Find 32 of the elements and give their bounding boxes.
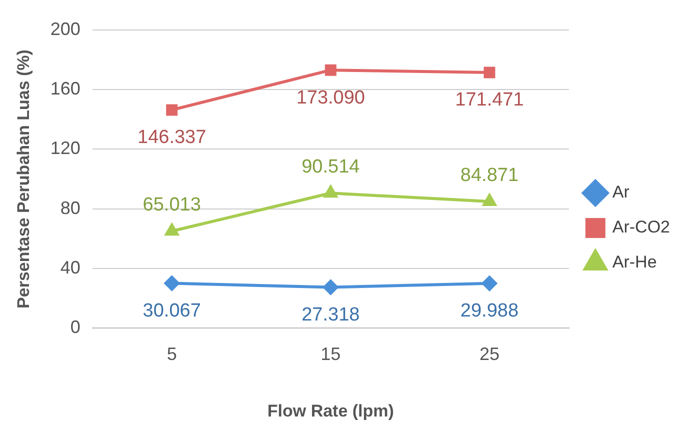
- data-label: 146.337: [137, 127, 206, 148]
- y-axis-title: Persentase Perubahan Luas (%): [14, 50, 33, 308]
- point: [324, 64, 336, 76]
- point: [165, 224, 179, 236]
- y-tick-label: 80: [60, 198, 80, 218]
- point: [482, 276, 497, 291]
- x-tick-label: 15: [320, 344, 341, 364]
- data-label: 30.067: [142, 300, 201, 322]
- legend-label: Ar-He: [612, 252, 657, 272]
- point: [482, 194, 496, 206]
- point: [484, 66, 496, 78]
- y-tick-label: 160: [50, 78, 80, 99]
- data-label: 27.318: [302, 304, 360, 326]
- y-tick-label: 120: [50, 138, 80, 158]
- x-tick-label: 5: [166, 344, 177, 364]
- point: [164, 276, 180, 291]
- data-label: 29.988: [460, 300, 519, 322]
- data-label: 173.090: [296, 87, 365, 108]
- legend-label: Ar-CO2: [612, 218, 670, 237]
- data-label: 65.013: [142, 194, 201, 216]
- y-tick-label: 40: [60, 257, 80, 278]
- data-label: 90.514: [302, 156, 360, 178]
- x-tick-label: 25: [479, 344, 500, 364]
- x-axis-title: Flow Rate (lpm): [267, 401, 394, 420]
- legend-label: Ar: [612, 182, 630, 202]
- point: [323, 280, 338, 295]
- y-tick-label: 0: [70, 316, 80, 337]
- point: [166, 104, 178, 116]
- y-tick-label: 200: [50, 18, 80, 39]
- data-label: 84.871: [460, 164, 519, 186]
- data-label: 171.471: [455, 90, 524, 111]
- point: [324, 186, 338, 198]
